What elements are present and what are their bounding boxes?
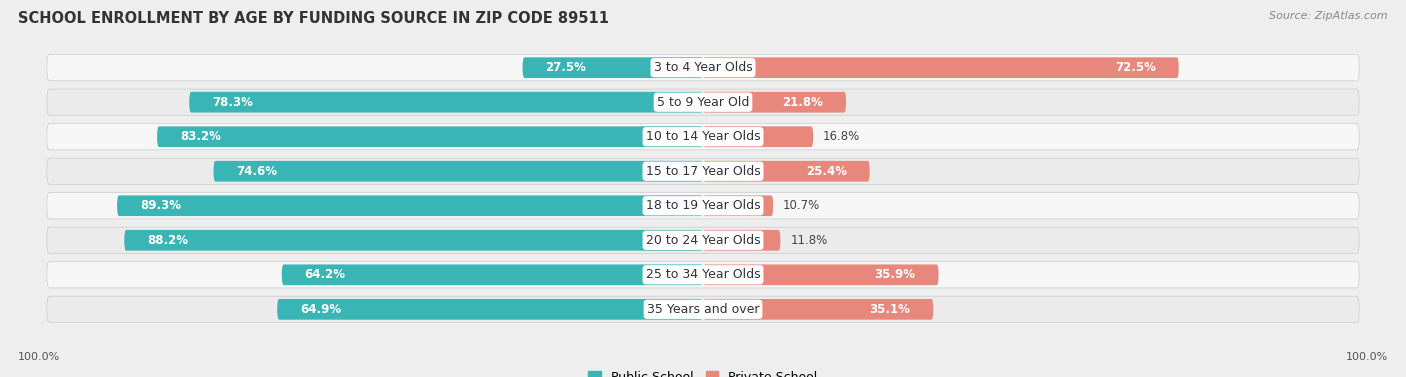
Text: 35 Years and over: 35 Years and over xyxy=(647,303,759,316)
Text: SCHOOL ENROLLMENT BY AGE BY FUNDING SOURCE IN ZIP CODE 89511: SCHOOL ENROLLMENT BY AGE BY FUNDING SOUR… xyxy=(18,11,609,26)
FancyBboxPatch shape xyxy=(703,264,939,285)
Text: 100.0%: 100.0% xyxy=(18,352,60,362)
Text: 89.3%: 89.3% xyxy=(141,199,181,212)
FancyBboxPatch shape xyxy=(46,296,1360,322)
Text: 64.9%: 64.9% xyxy=(299,303,342,316)
FancyBboxPatch shape xyxy=(703,230,780,251)
FancyBboxPatch shape xyxy=(157,126,703,147)
FancyBboxPatch shape xyxy=(46,89,1360,115)
Text: 64.2%: 64.2% xyxy=(305,268,346,281)
Text: 100.0%: 100.0% xyxy=(1346,352,1388,362)
FancyBboxPatch shape xyxy=(703,161,870,182)
Text: 10.7%: 10.7% xyxy=(783,199,820,212)
Text: 27.5%: 27.5% xyxy=(546,61,586,74)
Text: 83.2%: 83.2% xyxy=(180,130,221,143)
FancyBboxPatch shape xyxy=(281,264,703,285)
Text: 21.8%: 21.8% xyxy=(782,96,823,109)
Text: 74.6%: 74.6% xyxy=(236,165,277,178)
Text: 25 to 34 Year Olds: 25 to 34 Year Olds xyxy=(645,268,761,281)
Text: 15 to 17 Year Olds: 15 to 17 Year Olds xyxy=(645,165,761,178)
FancyBboxPatch shape xyxy=(214,161,703,182)
Text: 35.1%: 35.1% xyxy=(869,303,910,316)
FancyBboxPatch shape xyxy=(124,230,703,251)
Text: 72.5%: 72.5% xyxy=(1115,61,1156,74)
Text: 5 to 9 Year Old: 5 to 9 Year Old xyxy=(657,96,749,109)
Text: 35.9%: 35.9% xyxy=(875,268,915,281)
FancyBboxPatch shape xyxy=(46,262,1360,288)
Text: 3 to 4 Year Olds: 3 to 4 Year Olds xyxy=(654,61,752,74)
FancyBboxPatch shape xyxy=(523,57,703,78)
FancyBboxPatch shape xyxy=(46,124,1360,150)
Text: 11.8%: 11.8% xyxy=(790,234,828,247)
Text: 25.4%: 25.4% xyxy=(806,165,846,178)
FancyBboxPatch shape xyxy=(46,193,1360,219)
FancyBboxPatch shape xyxy=(46,55,1360,81)
FancyBboxPatch shape xyxy=(46,227,1360,253)
Text: 10 to 14 Year Olds: 10 to 14 Year Olds xyxy=(645,130,761,143)
Text: Source: ZipAtlas.com: Source: ZipAtlas.com xyxy=(1270,11,1388,21)
Text: 88.2%: 88.2% xyxy=(148,234,188,247)
Text: 78.3%: 78.3% xyxy=(212,96,253,109)
Text: 18 to 19 Year Olds: 18 to 19 Year Olds xyxy=(645,199,761,212)
FancyBboxPatch shape xyxy=(117,195,703,216)
FancyBboxPatch shape xyxy=(46,158,1360,184)
FancyBboxPatch shape xyxy=(703,299,934,320)
Text: 20 to 24 Year Olds: 20 to 24 Year Olds xyxy=(645,234,761,247)
FancyBboxPatch shape xyxy=(277,299,703,320)
FancyBboxPatch shape xyxy=(190,92,703,113)
FancyBboxPatch shape xyxy=(703,126,813,147)
Legend: Public School, Private School: Public School, Private School xyxy=(583,366,823,377)
FancyBboxPatch shape xyxy=(703,57,1178,78)
FancyBboxPatch shape xyxy=(703,195,773,216)
Text: 16.8%: 16.8% xyxy=(823,130,860,143)
FancyBboxPatch shape xyxy=(703,92,846,113)
